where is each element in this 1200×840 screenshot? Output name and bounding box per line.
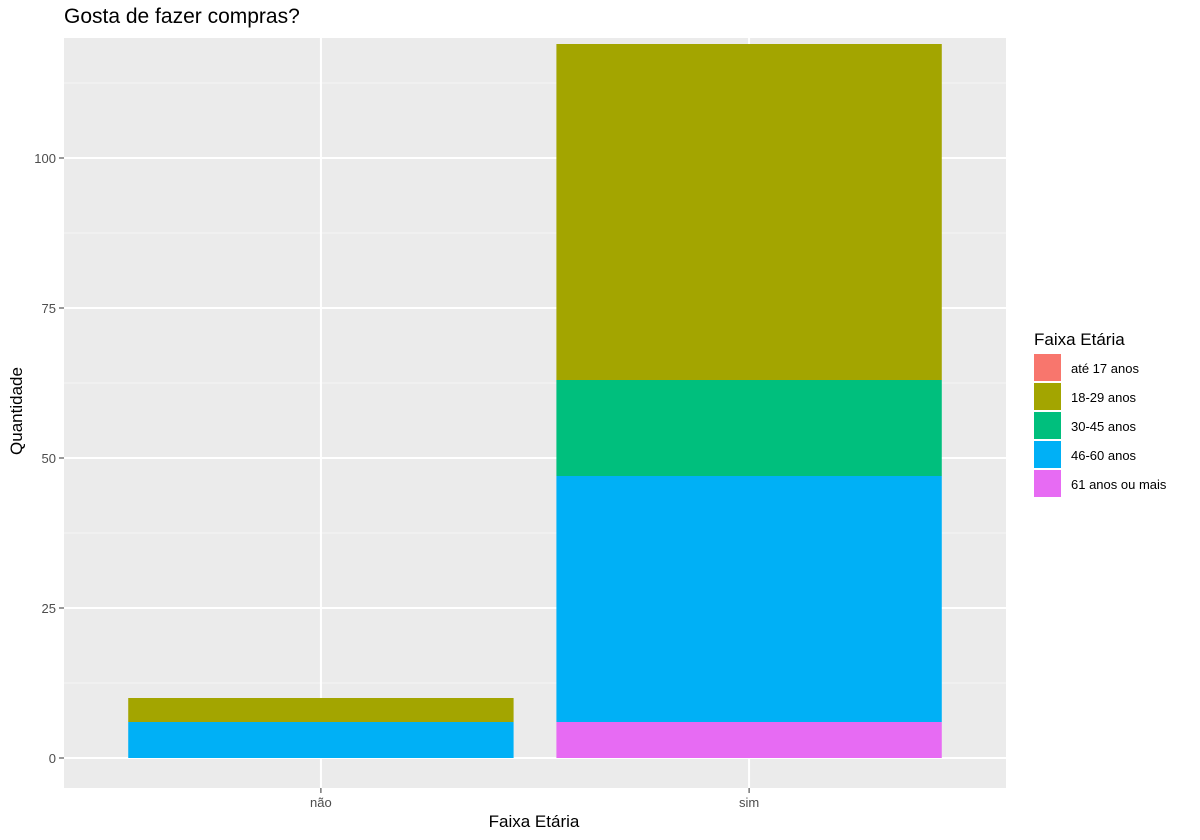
legend-key [1034, 412, 1061, 439]
legend-label: 30-45 anos [1071, 419, 1137, 434]
y-axis: 0 25 50 75 100 [34, 151, 64, 766]
chart-title: Gosta de fazer compras? [64, 5, 300, 28]
bars [128, 44, 942, 758]
bar-segment [556, 44, 942, 380]
legend-key [1034, 383, 1061, 410]
y-tick-label: 100 [34, 151, 56, 166]
legend-title: Faixa Etária [1034, 330, 1125, 349]
y-tick-label: 75 [42, 301, 56, 316]
bar-segment [128, 722, 514, 758]
legend-label: até 17 anos [1071, 361, 1139, 376]
x-tick-label: sim [739, 795, 759, 810]
bar-segment [556, 722, 942, 758]
legend: Faixa Etária até 17 anos 18-29 anos 30-45 … [1034, 330, 1167, 497]
legend-items: até 17 anos 18-29 anos 30-45 anos 46-60 ano… [1034, 354, 1167, 497]
legend-key [1034, 354, 1061, 381]
y-axis-title: Quantidade [7, 367, 26, 455]
legend-label: 46-60 anos [1071, 448, 1137, 463]
x-tick-label: não [310, 795, 332, 810]
bar-segment [556, 380, 942, 476]
y-tick-label: 0 [49, 751, 56, 766]
y-tick-label: 50 [42, 451, 56, 466]
x-axis: não sim [310, 788, 759, 810]
legend-key [1034, 470, 1061, 497]
legend-key [1034, 441, 1061, 468]
bar-segment [128, 698, 514, 722]
y-tick-label: 25 [42, 601, 56, 616]
legend-label: 61 anos ou mais [1071, 477, 1167, 492]
legend-label: 18-29 anos [1071, 390, 1137, 405]
bar-segment [556, 476, 942, 722]
x-axis-title: Faixa Etária [489, 812, 580, 831]
